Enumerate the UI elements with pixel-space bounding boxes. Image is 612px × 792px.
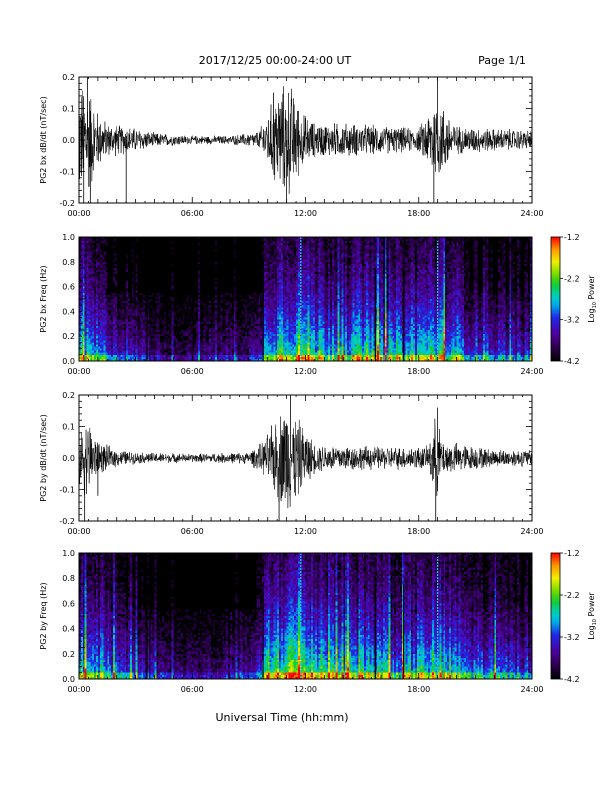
y-tick-label: 0.6 [62,283,75,292]
x-tick-label: 06:00 [181,685,204,694]
x-tick-label: 12:00 [294,527,317,536]
y-tick-label: -0.2 [59,517,75,526]
colorbar-tick-label: -3.2 [564,633,580,642]
y-axis-label: PG2 by Freq (Hz) [39,582,48,649]
figure-title: 2017/12/25 00:00-24:00 UT [199,54,352,67]
plot-frame-0 [78,76,533,204]
colorbar-tick-label: -3.2 [564,316,580,325]
y-tick-label: 1.0 [62,233,75,242]
y-tick-label: 0.8 [62,258,75,267]
x-tick-label: 24:00 [520,209,543,218]
y-tick-label: 0.8 [62,574,75,583]
y-tick-label: 0.0 [62,675,75,684]
y-tick-label: 1.0 [62,549,75,558]
page-indicator: Page 1/1 [478,54,526,67]
y-axis-label: PG2 bx dB/dt (nT/sec) [39,96,48,183]
x-tick-label: 12:00 [294,209,317,218]
y-tick-label: 0.0 [62,136,75,145]
x-tick-label: 18:00 [407,209,430,218]
colorbar-label: Log10 Power [587,275,598,323]
colorbar-tick-label: -4.2 [564,357,580,366]
colorbar-scale [550,552,561,680]
x-tick-label: 12:00 [294,685,317,694]
x-tick-label: 24:00 [520,367,543,376]
x-tick-label: 00:00 [67,527,90,536]
colorbar-1: -1.2 -2.2 -3.2 -4.2 Log10 Power [550,233,598,366]
panels: 0.20.10.0-0.1-0.200:00 06:00 12:00 18:00 24:… [39,73,598,694]
plot-frame-1 [78,236,533,362]
y-tick-label: 0.2 [62,650,75,659]
x-tick-label: 12:00 [294,367,317,376]
y-tick-label: -0.2 [59,199,75,208]
spectrogram [79,237,532,361]
colorbar-label: Log10 Power [587,592,598,640]
y-tick-label: -0.1 [59,486,75,495]
colorbar-3: -1.2 -2.2 -3.2 -4.2 Log10 Power [550,549,598,684]
x-tick-label: 00:00 [67,367,90,376]
x-tick-label: 06:00 [181,209,204,218]
y-tick-label: 0.2 [62,391,75,400]
axes-0: 0.2 0.1 0.0 -0.1 -0.200:00 06:00 12:00 18:00 24:… [39,73,544,218]
y-tick-label: 0.4 [62,307,75,316]
y-tick-label: 0.1 [62,423,75,432]
signal-trace [79,86,532,194]
y-tick-label: -0.1 [59,168,75,177]
plot-frame-2 [78,394,533,522]
axes-1: 1.0 0.8 0.6 0.4 0.2 0.000:00 06:00 12:00 18:00 24… [39,233,544,376]
spectrogram [79,553,532,679]
x-tick-label: 18:00 [407,367,430,376]
x-tick-label: 06:00 [181,367,204,376]
y-tick-label: 0.1 [62,105,75,114]
x-tick-label: 24:00 [520,685,543,694]
colorbar-tick-label: -4.2 [564,675,580,684]
x-axis-label: Universal Time (hh:mm) [216,711,349,724]
y-tick-label: 0.0 [62,454,75,463]
axes-2: 0.2 0.1 0.0 -0.1 -0.200:00 06:00 12:00 18:00 24:… [39,391,544,536]
x-tick-label: 18:00 [407,685,430,694]
y-tick-label: 0.6 [62,599,75,608]
y-tick-label: 0.4 [62,625,75,634]
y-axis-label: PG2 bx Freq (Hz) [39,265,48,332]
y-tick-label: 0.2 [62,332,75,341]
colorbar-tick-label: -2.2 [564,591,580,600]
x-tick-label: 24:00 [520,527,543,536]
signal-trace [79,416,532,509]
plot-frame-3 [78,552,533,680]
y-tick-label: 0.0 [62,357,75,366]
x-tick-label: 00:00 [67,209,90,218]
y-tick-label: 0.2 [62,73,75,82]
colorbar-tick-label: -1.2 [564,233,580,242]
colorbar-tick-label: -2.2 [564,274,580,283]
x-tick-label: 06:00 [181,527,204,536]
x-tick-label: 00:00 [67,685,90,694]
axes-3: 1.0 0.8 0.6 0.4 0.2 0.000:00 06:00 12:00 18:00 24… [39,549,544,694]
colorbar-tick-label: -1.2 [564,549,580,558]
x-tick-label: 18:00 [407,527,430,536]
y-axis-label: PG2 by dB/dt (nT/sec) [39,414,48,501]
colorbar-scale [550,236,561,362]
